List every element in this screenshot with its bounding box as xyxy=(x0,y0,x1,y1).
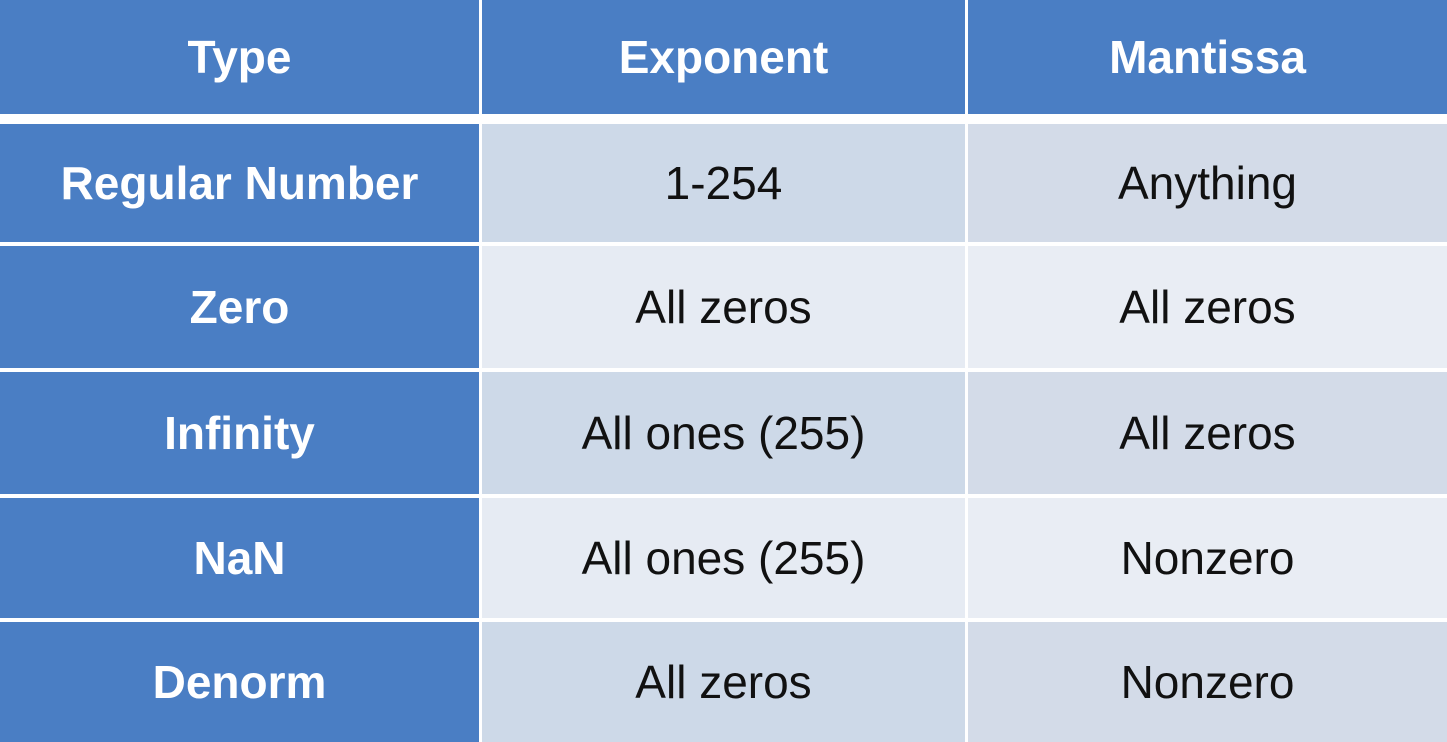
table-row: Regular Number 1-254 Anything xyxy=(0,124,1447,242)
row-mantissa: All zeros xyxy=(968,372,1447,494)
row-exponent: All zeros xyxy=(482,246,965,368)
row-exponent: All ones (255) xyxy=(482,498,965,618)
row-mantissa: Nonzero xyxy=(968,622,1447,742)
row-type: Zero xyxy=(0,246,479,368)
table-row: Denorm All zeros Nonzero xyxy=(0,622,1447,742)
header-exponent: Exponent xyxy=(482,0,965,114)
row-mantissa: All zeros xyxy=(968,246,1447,368)
table-header-row: Type Exponent Mantissa xyxy=(0,0,1447,114)
row-exponent: 1-254 xyxy=(482,124,965,242)
header-mantissa: Mantissa xyxy=(968,0,1447,114)
row-type: Regular Number xyxy=(0,124,479,242)
row-type: Infinity xyxy=(0,372,479,494)
row-type: NaN xyxy=(0,498,479,618)
row-mantissa: Anything xyxy=(968,124,1447,242)
header-type: Type xyxy=(0,0,479,114)
table-row: Zero All zeros All zeros xyxy=(0,246,1447,368)
row-mantissa: Nonzero xyxy=(968,498,1447,618)
row-exponent: All zeros xyxy=(482,622,965,742)
row-type: Denorm xyxy=(0,622,479,742)
row-exponent: All ones (255) xyxy=(482,372,965,494)
table-row: Infinity All ones (255) All zeros xyxy=(0,372,1447,494)
table-row: NaN All ones (255) Nonzero xyxy=(0,498,1447,618)
